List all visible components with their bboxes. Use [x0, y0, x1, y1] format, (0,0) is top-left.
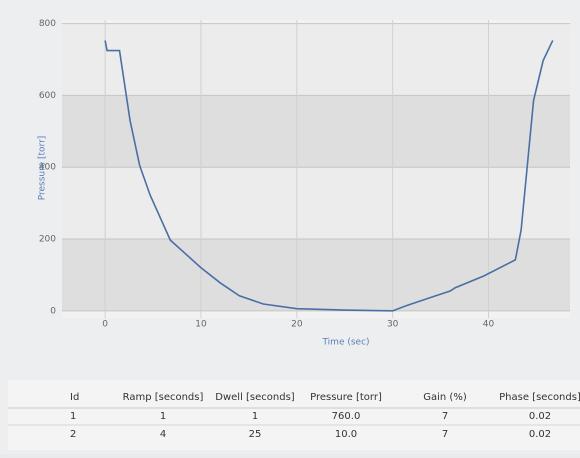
y-tick-label: 200 — [39, 235, 56, 245]
table-header: Dwell [seconds] — [215, 392, 295, 403]
x-tick-label: 40 — [483, 320, 495, 330]
band — [62, 239, 570, 311]
band — [62, 167, 570, 239]
table-cell: 1 — [252, 411, 258, 422]
table-header: Ramp [seconds] — [123, 392, 204, 403]
table-cell: 1 — [160, 411, 166, 422]
table-header: Pressure [torr] — [310, 392, 382, 403]
table-header: Id — [70, 392, 79, 403]
y-axis-label: Pressure [torr] — [38, 136, 48, 201]
table-cell: 0.02 — [529, 429, 551, 440]
x-tick-label: 30 — [387, 320, 399, 330]
table-cell: 7 — [442, 411, 448, 422]
table-cell: 7 — [442, 429, 448, 440]
table-header: Gain (%) — [423, 392, 467, 403]
table-cell: 25 — [249, 429, 262, 440]
y-tick-label: 600 — [39, 91, 56, 101]
screen: 0200400600800010203040Time (sec)Pressure… — [0, 0, 580, 454]
x-tick-label: 10 — [195, 320, 207, 330]
x-axis-label: Time (sec) — [321, 338, 369, 348]
y-tick-label: 800 — [39, 19, 56, 29]
table-cell: 4 — [160, 429, 166, 440]
table-cell: 0.02 — [529, 411, 551, 422]
table-cell: 760.0 — [332, 411, 361, 422]
band — [62, 24, 570, 96]
x-tick-label: 0 — [102, 320, 108, 330]
table-cell: 10.0 — [335, 429, 357, 440]
x-tick-label: 20 — [291, 320, 303, 330]
table-cell: 2 — [70, 429, 76, 440]
table-header: Phase [seconds] — [499, 392, 580, 403]
table-panel — [8, 380, 580, 450]
table-cell: 1 — [70, 411, 76, 422]
y-tick-label: 0 — [50, 306, 56, 316]
